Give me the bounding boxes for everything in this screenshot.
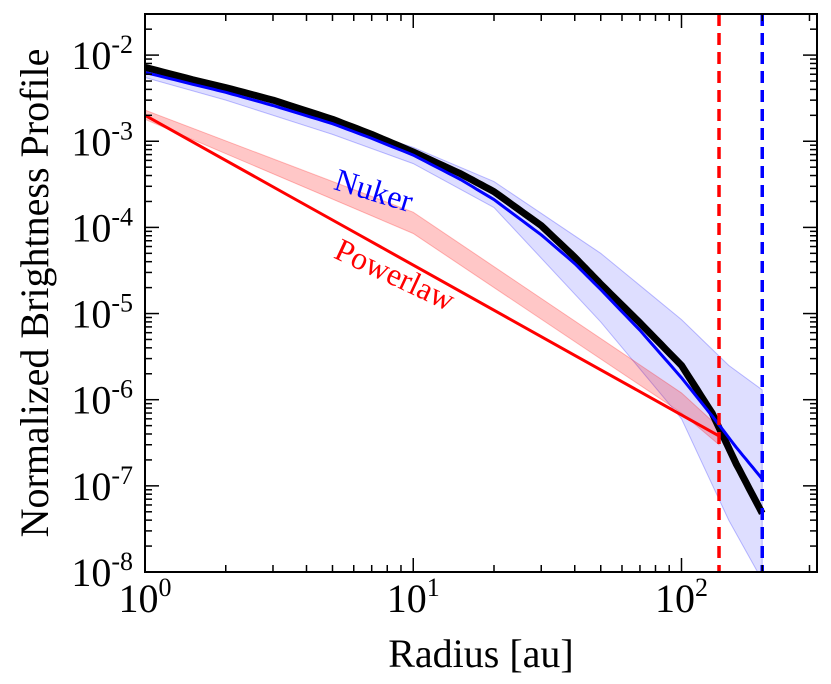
series-line-0	[145, 64, 766, 515]
series-line-2	[145, 113, 720, 438]
x-axis-label: Radius [au]	[388, 631, 574, 676]
plot-frame	[144, 13, 818, 573]
band-1	[145, 109, 720, 446]
y-tick-label-2: 10-6	[71, 375, 133, 423]
series-line-1	[145, 70, 764, 480]
y-axis-label: Normalized Brightness Profile	[12, 49, 57, 538]
